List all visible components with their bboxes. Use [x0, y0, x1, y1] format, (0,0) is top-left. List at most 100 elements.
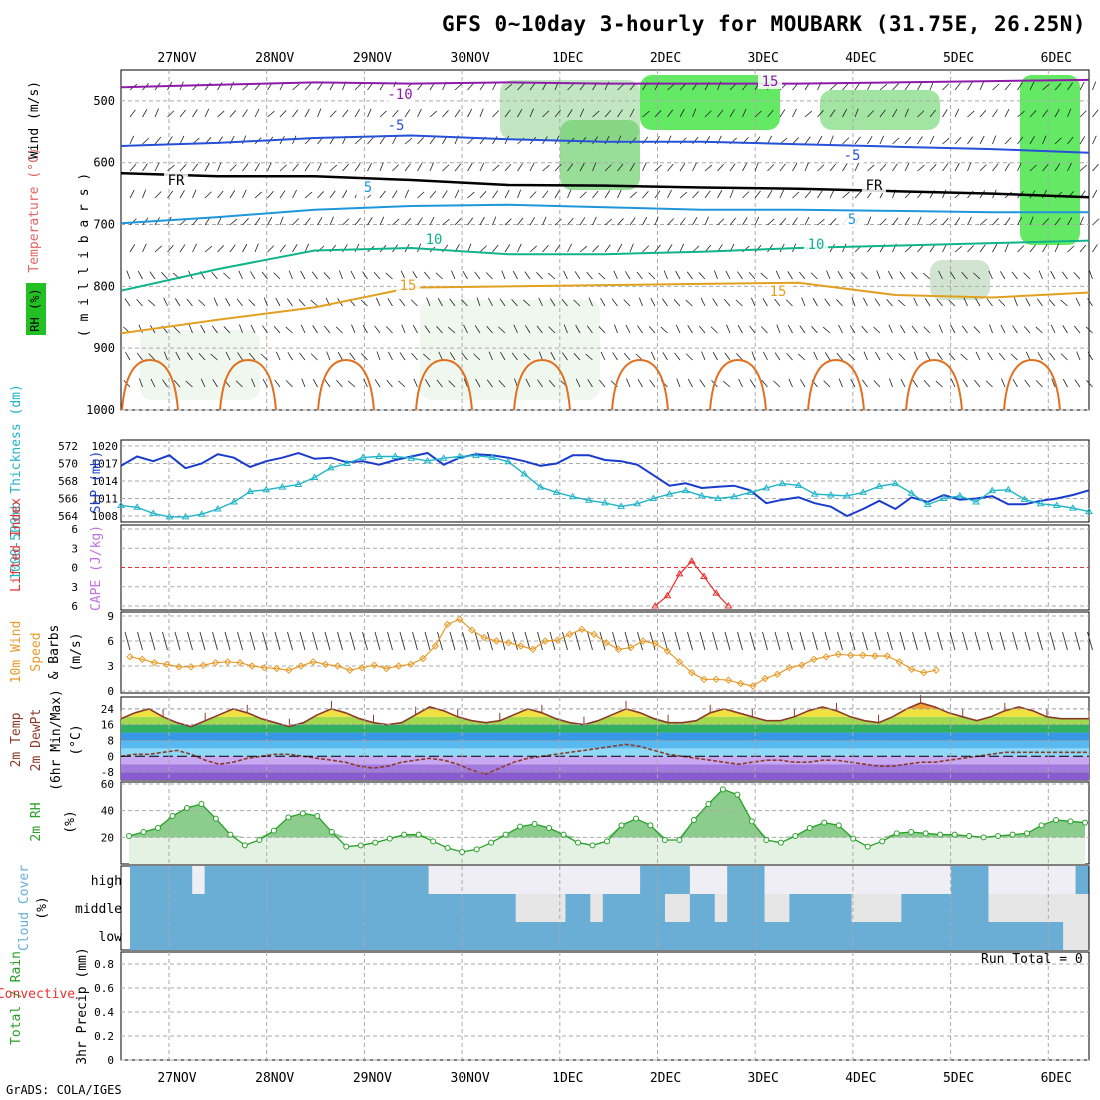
- wind-barb: [854, 162, 860, 172]
- wind-barb: [511, 298, 518, 307]
- wind-barb: [1004, 243, 1009, 253]
- wind-barb: [267, 162, 272, 172]
- wind-barb: [667, 83, 675, 91]
- rh-point: [227, 831, 234, 838]
- wind-barb: [967, 245, 974, 253]
- wind-barb: [412, 631, 418, 651]
- wind-barb: [1054, 137, 1062, 145]
- wind-barb: [779, 217, 787, 226]
- wind-barb: [354, 243, 360, 253]
- lifted-index-point: [663, 591, 672, 599]
- wind-barb: [523, 353, 531, 361]
- cloud-cell-low: [416, 922, 430, 950]
- wind-speed-point: [321, 660, 330, 669]
- wind-barb: [629, 108, 635, 118]
- wind-barb: [854, 136, 861, 145]
- cloud-cell-middle: [826, 894, 840, 922]
- wind-barb: [989, 324, 993, 334]
- wind-barb: [142, 109, 148, 118]
- cloud-cell-low: [130, 922, 143, 950]
- wind-barb: [924, 298, 931, 307]
- wind-barb: [142, 189, 147, 199]
- wind-barb: [473, 353, 481, 361]
- wind-barb: [687, 378, 693, 388]
- wind-barb: [824, 631, 831, 651]
- wind-barb: [179, 190, 185, 199]
- wind-barb: [486, 325, 493, 334]
- wind-barb: [604, 244, 611, 253]
- wind-barb: [251, 378, 256, 388]
- wind-barb: [876, 270, 881, 280]
- cloud-cell-middle: [565, 894, 579, 922]
- cloud-cell-high: [229, 866, 243, 894]
- wind-barb: [1060, 299, 1068, 307]
- wind-barb: [729, 217, 736, 226]
- wind-barb: [867, 136, 873, 145]
- wind-barb: [662, 352, 668, 361]
- wind-barb: [754, 190, 761, 199]
- wind-barb: [154, 191, 162, 199]
- wind-barb: [911, 272, 918, 280]
- wind-barb: [549, 298, 556, 307]
- wind-barb: [1012, 325, 1018, 334]
- wind-barb: [392, 135, 397, 145]
- contour-label-bg: [164, 173, 188, 188]
- cloud-cell-middle: [677, 894, 691, 922]
- wind-barb: [837, 631, 843, 651]
- wind-barb: [567, 83, 575, 91]
- pressure-tick-label: 500: [93, 94, 115, 108]
- cloud-cell-high: [403, 866, 417, 894]
- wind-barb: [854, 191, 862, 199]
- wind-barb: [1023, 272, 1031, 280]
- thickness-line: [120, 454, 1090, 518]
- wind-speed-point: [260, 663, 269, 672]
- wind-barb: [829, 218, 837, 226]
- wind-barb: [517, 243, 522, 253]
- thickness-point: [391, 452, 400, 459]
- wind-barb: [879, 109, 886, 118]
- rh-point: [763, 837, 770, 843]
- wind-barb: [304, 163, 311, 172]
- rh-point: [835, 822, 842, 829]
- rh-point: [1082, 819, 1088, 826]
- wind-speed-point: [211, 658, 220, 667]
- wind-barb: [475, 378, 481, 388]
- wind-barb: [998, 352, 1006, 361]
- cloud-cell-low: [1000, 922, 1014, 950]
- wind-barb: [692, 136, 699, 145]
- wind-barb: [317, 108, 322, 118]
- wind-barb: [554, 164, 562, 172]
- wind-barb: [517, 163, 523, 172]
- rh-point: [299, 810, 306, 817]
- rh-point: [690, 817, 697, 823]
- wind-barb: [538, 297, 543, 307]
- wind-barb: [954, 245, 963, 253]
- wind-barb: [598, 272, 606, 280]
- wind-barb: [273, 272, 281, 280]
- wind-barb: [437, 631, 443, 651]
- cloud-cell-middle: [901, 894, 915, 922]
- precip-tick-label: 0.4: [94, 1006, 114, 1019]
- wind-barb: [792, 191, 800, 199]
- cloud-cell-middle: [1063, 894, 1077, 922]
- rh-point: [517, 823, 524, 830]
- wind-barb: [579, 217, 586, 226]
- axis-label-wind-units: (m/s): [69, 632, 84, 671]
- wind-barb: [726, 324, 731, 334]
- wind-barb: [979, 81, 985, 91]
- thickness-point: [294, 480, 303, 487]
- wind-barb: [1000, 324, 1006, 334]
- wind-barb: [1074, 325, 1081, 334]
- wind-barb: [161, 272, 168, 280]
- wind-barb: [186, 298, 193, 307]
- wind-barb: [792, 108, 797, 118]
- cloud-level-label-low: low: [99, 930, 123, 945]
- wind-barb: [273, 325, 281, 334]
- wind-barb: [1042, 218, 1050, 226]
- cloud-cell-high: [1013, 866, 1027, 894]
- wind-barb: [260, 353, 268, 361]
- cloud-cell-low: [291, 922, 305, 950]
- thickness-point: [923, 500, 932, 508]
- wind-barb: [812, 631, 818, 651]
- wind-barb: [938, 324, 943, 334]
